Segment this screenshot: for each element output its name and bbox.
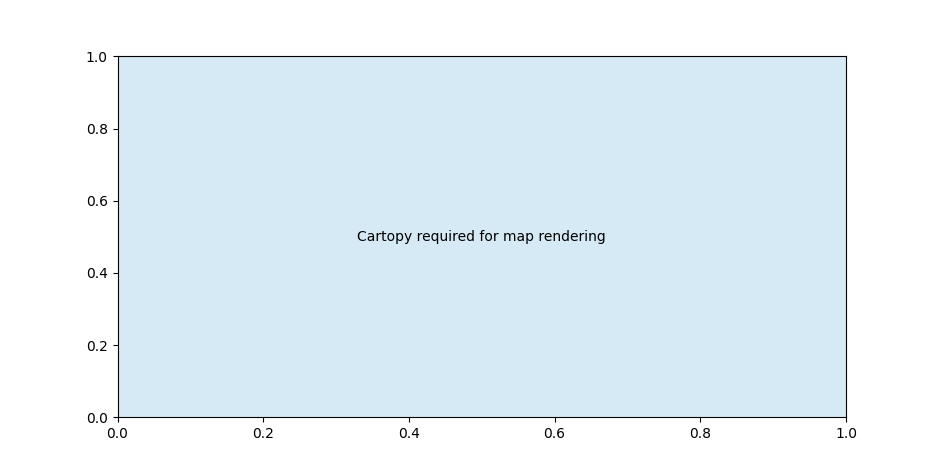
Text: Cartopy required for map rendering: Cartopy required for map rendering: [357, 230, 606, 244]
